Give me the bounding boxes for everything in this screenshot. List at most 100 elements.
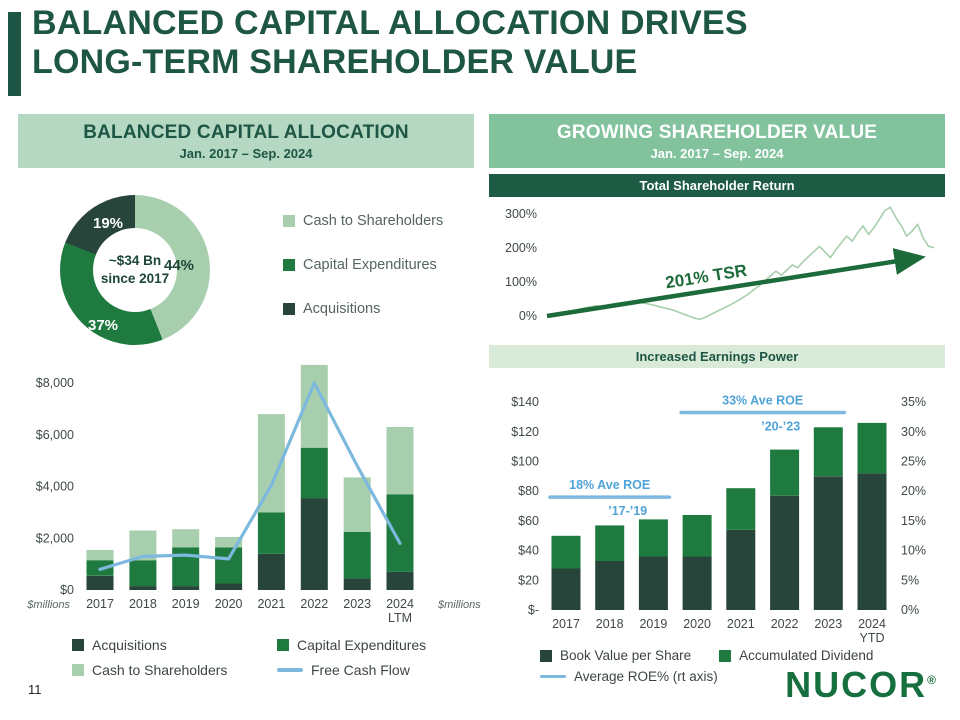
right-panel-title: GROWING SHAREHOLDER VALUE	[556, 121, 878, 143]
svg-text:2020: 2020	[215, 597, 243, 611]
donut-center-line1: ~$34 Bn	[108, 253, 162, 269]
svg-text:$0: $0	[60, 583, 74, 597]
svg-text:35%: 35%	[901, 395, 926, 409]
legend-item-capital-expenditures: Capital Expenditures	[283, 257, 443, 273]
legend-label: Acquisitions	[303, 301, 381, 317]
svg-text:10%: 10%	[901, 544, 926, 558]
svg-text:$-: $-	[528, 603, 539, 617]
svg-text:33% Ave ROE: 33% Ave ROE	[722, 394, 803, 408]
svg-text:2024: 2024	[858, 617, 886, 631]
earnings-legend-row1: Book Value per Share Accumulated Dividen…	[540, 648, 873, 663]
acquisitions-swatch	[283, 303, 295, 315]
legend-label: Cash to Shareholders	[303, 213, 444, 229]
total-shareholder-return-chart: 0%100%200%300%201% TSR	[505, 206, 935, 323]
legend-item-acquisitions: Acquisitions	[283, 301, 443, 317]
svg-text:2020: 2020	[683, 617, 711, 631]
left-panel-header: BALANCED CAPITAL ALLOCATION Jan. 2017 – …	[18, 114, 474, 168]
donut-slice-label: 37%	[88, 317, 119, 334]
capital-expenditures-swatch	[283, 259, 295, 271]
svg-text:2019: 2019	[639, 617, 667, 631]
svg-text:’20-’23: ’20-’23	[761, 420, 800, 434]
donut-slice-label: 19%	[93, 215, 124, 232]
legend-label: Cash to Shareholders	[92, 662, 228, 678]
capital-allocation-stacked-bar-chart: $0 $2,000 $4,000 $6,000 $8,000 $millions $mill…	[26, 364, 481, 625]
svg-text:100%: 100%	[505, 275, 537, 289]
title-accent-bar	[8, 12, 21, 96]
free-cash-flow-line-swatch	[277, 668, 303, 672]
svg-text:30%: 30%	[901, 425, 926, 439]
legend-item-free-cash-flow: Free Cash Flow	[277, 662, 442, 678]
cash-to-shareholders-swatch	[283, 215, 295, 227]
legend-label: Accumulated Dividend	[739, 648, 874, 663]
capital-allocation-donut-chart: ~$34 Bn since 2017 44% 37% 19%	[60, 195, 210, 345]
slide-title: BALANCED CAPITAL ALLOCATION DRIVES LONG-…	[32, 4, 748, 82]
capital-expenditures-swatch	[277, 639, 289, 651]
svg-text:$100: $100	[511, 455, 539, 469]
book-value-swatch	[540, 649, 552, 662]
right-panel-header: GROWING SHAREHOLDER VALUE Jan. 2017 – Se…	[489, 114, 945, 168]
svg-text:$40: $40	[518, 544, 539, 558]
svg-text:300%: 300%	[505, 207, 537, 221]
left-panel-title: BALANCED CAPITAL ALLOCATION	[83, 121, 409, 143]
slide-title-line2: LONG-TERM SHAREHOLDER VALUE	[32, 42, 638, 81]
svg-text:$20: $20	[518, 573, 539, 587]
svg-text:2018: 2018	[129, 597, 157, 611]
svg-text:LTM: LTM	[388, 611, 412, 625]
legend-item-acquisitions: Acquisitions	[72, 637, 277, 653]
legend-label: Average ROE% (rt axis)	[574, 669, 718, 684]
svg-text:$140: $140	[511, 395, 539, 409]
svg-text:$80: $80	[518, 484, 539, 498]
legend-label: Capital Expenditures	[303, 257, 437, 273]
svg-text:2024: 2024	[386, 597, 414, 611]
earnings-chart-legend: Book Value per Share Accumulated Dividen…	[540, 648, 873, 684]
svg-text:2021: 2021	[727, 617, 755, 631]
svg-text:$60: $60	[518, 514, 539, 528]
legend-item-cash-to-shareholders: Cash to Shareholders	[283, 213, 443, 229]
capital-chart-legend: Acquisitions Capital Expenditures Cash t…	[72, 637, 442, 678]
svg-text:25%: 25%	[901, 455, 926, 469]
earnings-legend-row2: Average ROE% (rt axis)	[540, 669, 873, 684]
legend-item-average-roe: Average ROE% (rt axis)	[540, 669, 718, 684]
donut-center-label: ~$34 Bn since 2017	[93, 228, 177, 312]
svg-text:18% Ave ROE: 18% Ave ROE	[569, 478, 650, 492]
svg-text:2018: 2018	[596, 617, 624, 631]
legend-label: Free Cash Flow	[311, 662, 410, 678]
svg-text:$120: $120	[511, 425, 539, 439]
svg-text:2022: 2022	[771, 617, 799, 631]
left-panel-dates: Jan. 2017 – Sep. 2024	[179, 145, 313, 161]
svg-text:’17-’19: ’17-’19	[608, 504, 647, 518]
legend-label: Capital Expenditures	[297, 637, 427, 653]
legend-item-capital-expenditures: Capital Expenditures	[277, 637, 442, 653]
svg-text:$4,000: $4,000	[36, 480, 74, 494]
svg-text:2019: 2019	[172, 597, 200, 611]
svg-text:0%: 0%	[519, 309, 537, 323]
svg-text:20%: 20%	[901, 484, 926, 498]
svg-text:2022: 2022	[300, 597, 328, 611]
average-roe-line-swatch	[540, 674, 566, 679]
registered-mark: ®	[927, 673, 938, 687]
donut-slice-label: 44%	[164, 257, 195, 274]
right-panel-dates: Jan. 2017 – Sep. 2024	[650, 145, 784, 161]
svg-text:2021: 2021	[257, 597, 285, 611]
donut-legend: Cash to Shareholders Capital Expenditure…	[283, 213, 443, 317]
page-number: 11	[28, 682, 42, 697]
acquisitions-swatch	[72, 639, 84, 651]
legend-item-accumulated-dividend: Accumulated Dividend	[719, 648, 873, 663]
svg-text:$6,000: $6,000	[36, 428, 74, 442]
cash-to-shareholders-swatch	[72, 664, 84, 676]
nucor-logo: NUCOR®	[785, 664, 938, 705]
svg-text:2023: 2023	[814, 617, 842, 631]
legend-item-book-value: Book Value per Share	[540, 648, 691, 663]
svg-text:2017: 2017	[552, 617, 580, 631]
donut-center-line2: since 2017	[100, 271, 170, 286]
legend-label: Book Value per Share	[560, 648, 692, 663]
svg-text:0%: 0%	[901, 603, 919, 617]
legend-label: Acquisitions	[92, 637, 167, 653]
accumulated-dividend-swatch	[719, 649, 732, 662]
legend-item-cash-to-shareholders: Cash to Shareholders	[72, 662, 277, 678]
tsr-section-band: Total Shareholder Return	[489, 174, 945, 197]
earnings-section-band: Increased Earnings Power	[489, 345, 945, 368]
svg-text:$millions: $millions	[26, 599, 70, 611]
svg-text:YTD: YTD	[860, 631, 885, 645]
